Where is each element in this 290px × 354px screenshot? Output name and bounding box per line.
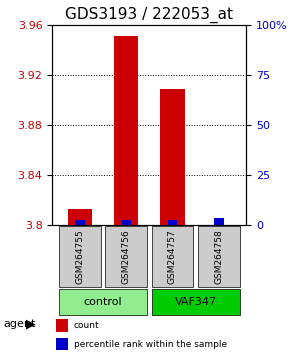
Text: GSM264756: GSM264756 [122, 229, 131, 284]
Text: GSM264758: GSM264758 [214, 229, 223, 284]
Bar [56, 338, 68, 350]
Bar [75, 220, 85, 225]
Text: GSM264757: GSM264757 [168, 229, 177, 284]
Bar [56, 319, 68, 331]
Bar [114, 36, 138, 225]
FancyBboxPatch shape [198, 227, 240, 287]
FancyBboxPatch shape [59, 227, 101, 287]
Text: percentile rank within the sample: percentile rank within the sample [74, 340, 227, 349]
FancyBboxPatch shape [105, 227, 147, 287]
Bar [214, 218, 224, 225]
FancyBboxPatch shape [152, 227, 193, 287]
Bar [68, 209, 92, 225]
FancyBboxPatch shape [152, 289, 240, 315]
Text: GSM264755: GSM264755 [75, 229, 84, 284]
Text: VAF347: VAF347 [175, 297, 217, 307]
Text: control: control [84, 297, 122, 307]
Text: count: count [74, 321, 99, 330]
Text: ▶: ▶ [26, 318, 36, 330]
Title: GDS3193 / 222053_at: GDS3193 / 222053_at [65, 7, 233, 23]
FancyBboxPatch shape [59, 289, 147, 315]
Bar [121, 220, 131, 225]
Bar [160, 88, 185, 225]
Bar [168, 220, 177, 225]
Text: agent: agent [3, 319, 35, 329]
